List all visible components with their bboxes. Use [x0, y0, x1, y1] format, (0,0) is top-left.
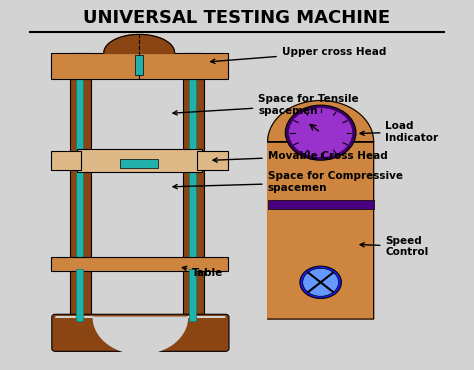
Circle shape: [285, 105, 356, 160]
Polygon shape: [104, 34, 174, 53]
Bar: [51, 257, 228, 271]
Polygon shape: [55, 317, 225, 354]
Bar: [70, 53, 91, 336]
Text: Load
Indicator: Load Indicator: [360, 121, 438, 142]
Bar: [268, 200, 374, 209]
Text: Speed
Control: Speed Control: [360, 236, 428, 257]
Circle shape: [300, 266, 341, 299]
Bar: [77, 149, 201, 172]
Text: UNIVERSAL TESTING MACHINE: UNIVERSAL TESTING MACHINE: [83, 9, 391, 27]
FancyBboxPatch shape: [52, 314, 229, 352]
Bar: [136, 55, 143, 75]
Text: Space for Compressive
spacemen: Space for Compressive spacemen: [173, 171, 402, 193]
Bar: [51, 53, 228, 78]
Text: Movable Cross Head: Movable Cross Head: [213, 151, 387, 162]
Polygon shape: [268, 101, 374, 319]
Text: Table: Table: [182, 266, 223, 278]
Bar: [76, 60, 83, 328]
Text: Upper cross Head: Upper cross Head: [210, 47, 386, 63]
Circle shape: [289, 108, 353, 158]
Bar: [189, 60, 197, 328]
Bar: [183, 53, 204, 336]
Bar: [76, 269, 83, 321]
Bar: [197, 151, 228, 170]
Bar: [189, 269, 197, 321]
Bar: [51, 151, 82, 170]
Text: Space for Tensile
spacemen: Space for Tensile spacemen: [173, 94, 359, 116]
Bar: [120, 159, 158, 168]
Circle shape: [303, 268, 338, 296]
